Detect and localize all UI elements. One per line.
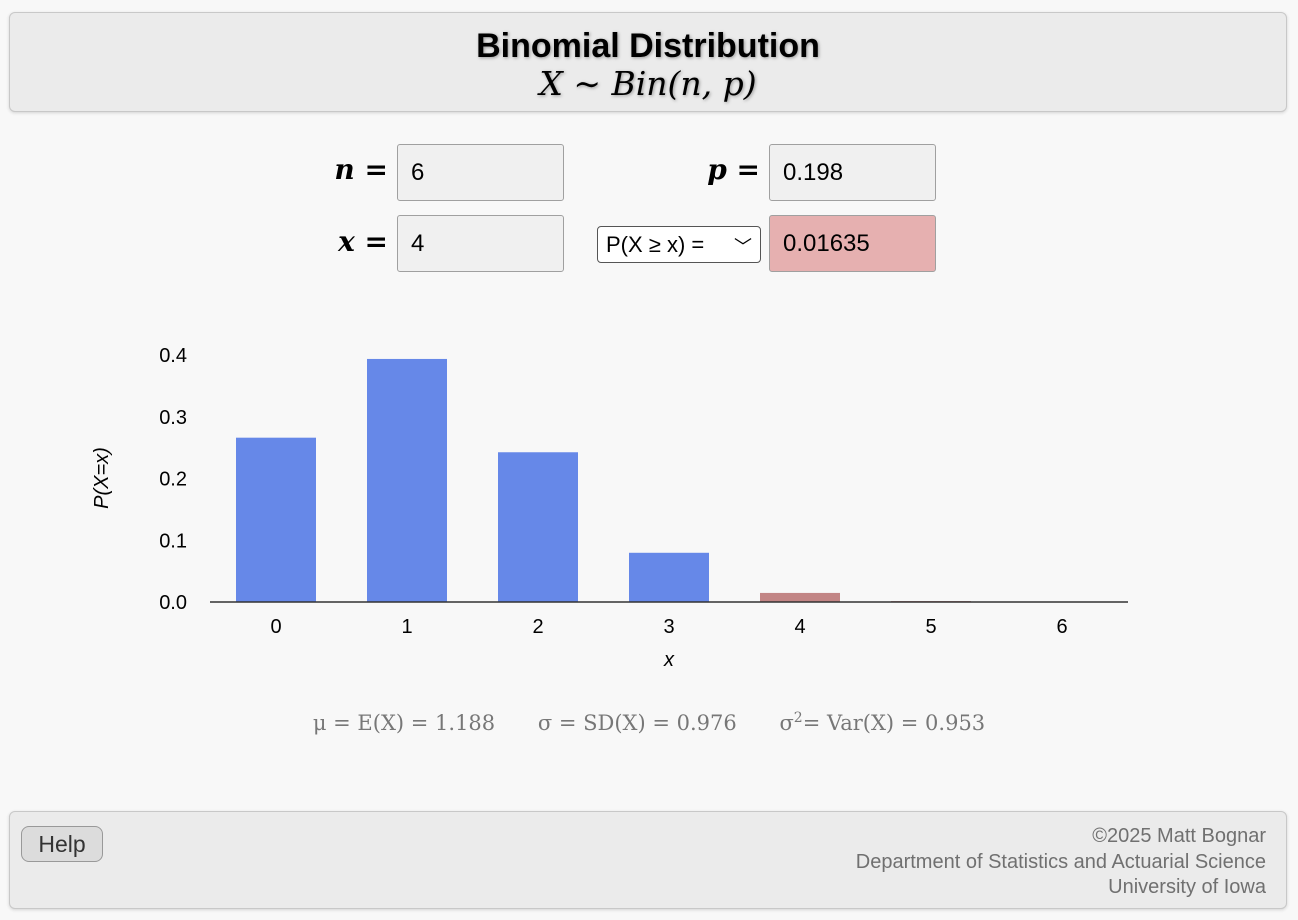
probability-type-select[interactable]: P(X ≥ x) = ﹀ (597, 226, 761, 263)
p-label: p = (707, 153, 760, 186)
bar-x-1 (367, 358, 447, 602)
x-tick-label: 4 (794, 616, 805, 638)
n-label: n = (334, 153, 388, 186)
chevron-down-icon: ﹀ (734, 237, 752, 257)
y-axis-label: P(X=x) (91, 447, 113, 509)
x-tick-label: 2 (532, 616, 543, 638)
header-panel: Binomial Distribution X ∼ Bin(n, p) (9, 12, 1287, 112)
variance-stat: σ2 = Var(X) = 0.953 (779, 710, 986, 735)
x-tick-label: 3 (663, 616, 674, 638)
x-tick-label: 5 (925, 616, 936, 638)
help-button[interactable]: Help (21, 826, 103, 862)
x-axis-label: x (663, 649, 675, 671)
probability-type-selected: P(X ≥ x) = (606, 231, 705, 257)
footer-panel: Help ©2025 Matt Bognar Department of Sta… (9, 811, 1287, 909)
y-tick-label: 0.4 (159, 345, 187, 367)
bar-x-3 (629, 552, 709, 602)
department-text: Department of Statistics and Actuarial S… (855, 850, 1266, 873)
sd-stat: σ = SD(X) = 0.976 (537, 711, 737, 735)
bar-x-4 (760, 592, 840, 602)
x-label: x = (338, 225, 388, 258)
credits: ©2025 Matt Bognar Department of Statisti… (856, 824, 1266, 901)
y-tick-label: 0.2 (159, 469, 187, 491)
page-subtitle: X ∼ Bin(n, p) (539, 64, 757, 103)
y-tick-labels: 0.0 0.1 0.2 0.3 0.4 (159, 345, 187, 614)
bars-group (236, 358, 1102, 602)
bar-x-0 (236, 437, 316, 602)
result-field[interactable] (769, 215, 936, 272)
x-tick-labels: 0 1 2 3 4 5 6 (270, 616, 1067, 638)
copyright-text: ©2025 Matt Bognar (1092, 825, 1266, 847)
y-tick-label: 0.3 (159, 407, 187, 429)
n-input[interactable] (397, 144, 564, 201)
x-tick-label: 1 (401, 616, 412, 638)
p-input[interactable] (769, 144, 936, 201)
mean-stat: μ = E(X) = 1.188 (312, 711, 496, 735)
y-tick-label: 0.1 (159, 530, 187, 552)
x-input[interactable] (397, 215, 564, 272)
bar-x-2 (498, 452, 578, 602)
x-tick-label: 0 (270, 616, 281, 638)
probability-chart: 0.0 0.1 0.2 0.3 0.4 0 1 2 3 4 5 6 x P(X=x) (91, 345, 1128, 671)
university-text: University of Iowa (1108, 876, 1266, 898)
y-tick-label: 0.0 (159, 592, 187, 614)
summary-stats: μ = E(X) = 1.188 σ = SD(X) = 0.976 σ2 = … (0, 710, 1298, 735)
page-title: Binomial Distribution (476, 27, 820, 65)
x-tick-label: 6 (1056, 616, 1067, 638)
